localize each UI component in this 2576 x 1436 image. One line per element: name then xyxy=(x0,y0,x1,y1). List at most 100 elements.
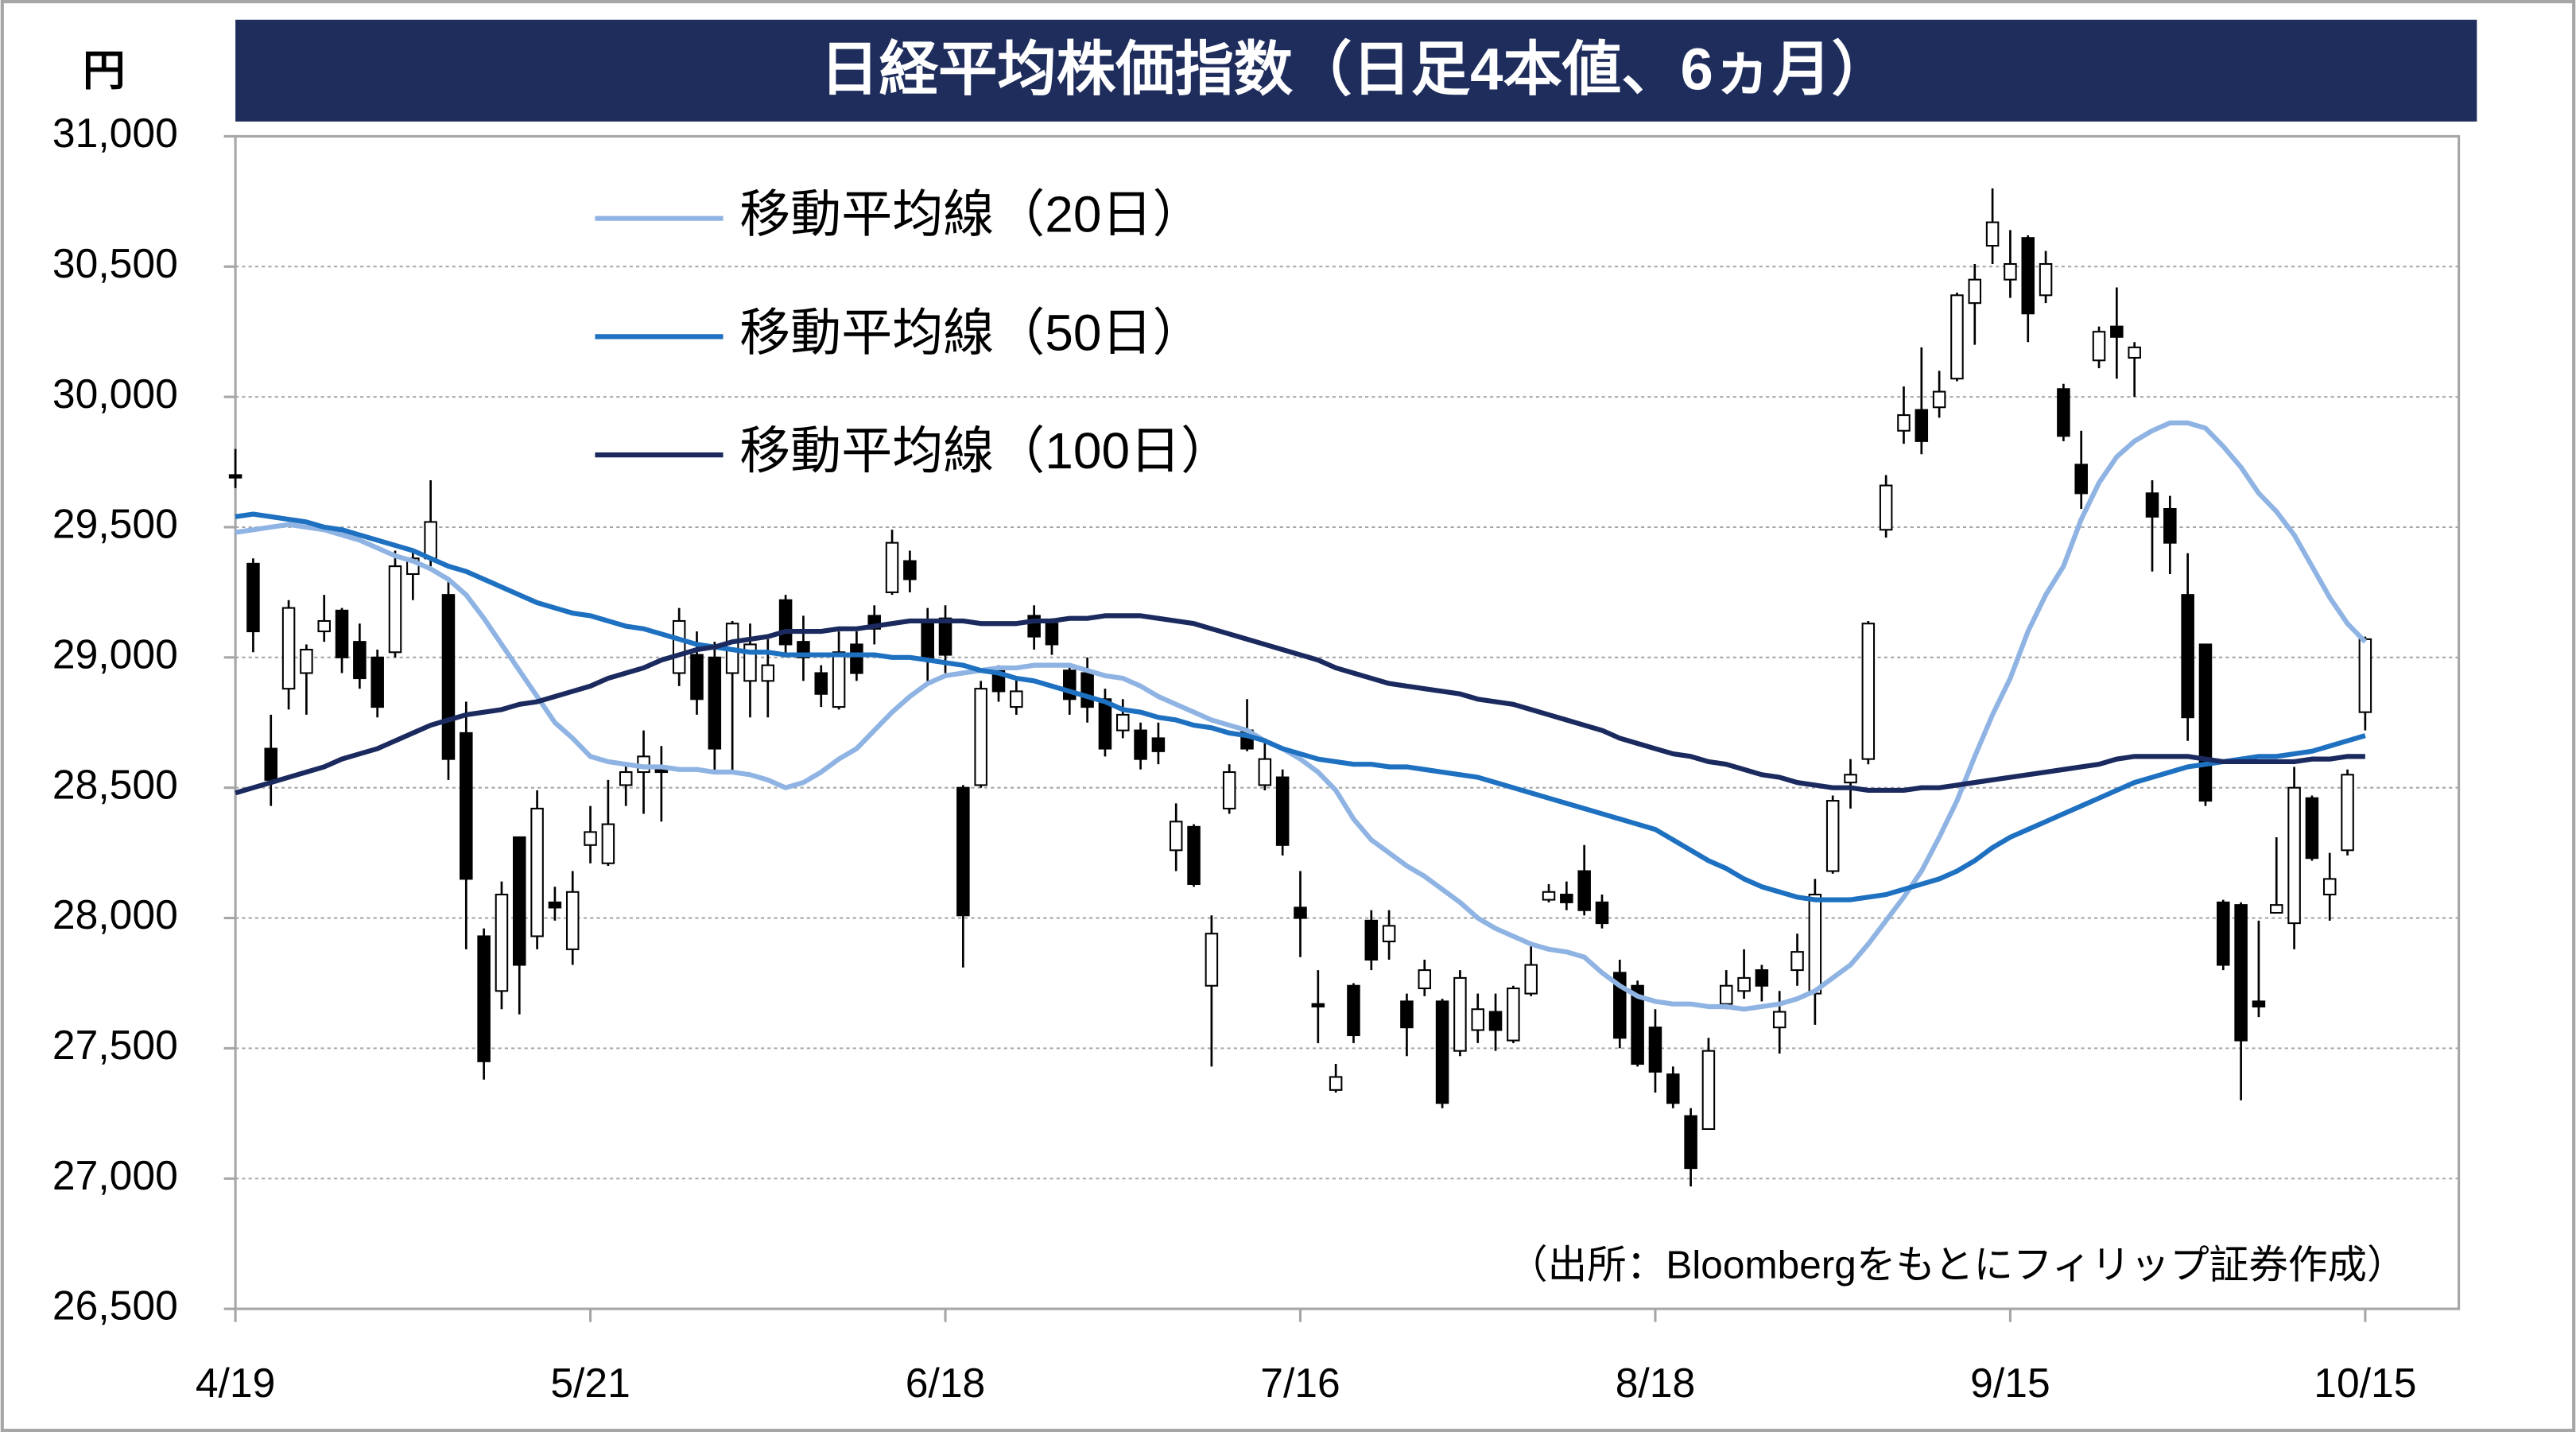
candle-body xyxy=(1844,774,1857,784)
candle-body xyxy=(1275,776,1290,846)
candle-body xyxy=(2092,331,2106,362)
candle-body xyxy=(1879,484,1893,531)
legend-label: 移動平均線（20日） xyxy=(739,186,1203,243)
candle-body xyxy=(370,656,384,708)
candle-body xyxy=(1080,672,1094,708)
moving-average-line xyxy=(235,613,2365,796)
candle-body xyxy=(1631,984,1644,1065)
candle-body xyxy=(2217,901,2230,966)
candle-body xyxy=(2110,325,2124,338)
moving-average-line xyxy=(235,420,2368,1012)
candle-body xyxy=(1595,901,1609,925)
source-note: （出所：Bloombergをもとにフィリップ証券作成） xyxy=(1508,1243,2406,1287)
candle-body xyxy=(1897,414,1911,432)
candle-body xyxy=(1453,976,1467,1052)
candle-body xyxy=(1258,758,1272,786)
candle-body xyxy=(1524,964,1538,995)
candle-body xyxy=(2039,262,2053,297)
candle-body xyxy=(2287,786,2301,925)
candle-body xyxy=(1045,623,1059,646)
candle-body xyxy=(548,901,562,909)
candle-body xyxy=(1471,1008,1484,1031)
candle-body xyxy=(2358,638,2372,713)
candle-body xyxy=(1577,870,1591,911)
y-tick-label: 26,500 xyxy=(52,1283,178,1329)
candle-body xyxy=(1134,729,1147,760)
chart-title: 日経平均株価指数（日足4本値、6ヵ月） xyxy=(820,37,1891,103)
candle-body xyxy=(281,607,296,690)
legend-label: 移動平均線（100日） xyxy=(739,422,1232,479)
x-tick-label: 10/15 xyxy=(2314,1360,2416,1406)
y-tick-label: 28,000 xyxy=(52,891,178,937)
candle-body xyxy=(1825,800,1840,872)
candle-body xyxy=(690,654,704,701)
candle-body xyxy=(1968,278,1982,305)
candle-body xyxy=(903,560,917,580)
candle-body xyxy=(1400,1000,1414,1029)
candle-body xyxy=(1329,1076,1343,1091)
candle-body xyxy=(1507,987,1520,1042)
candle-body xyxy=(938,617,952,656)
legend-label: 移動平均線（50日） xyxy=(739,304,1203,361)
legend: 移動平均線（20日） 移動平均線（50日） 移動平均線（100日） xyxy=(595,186,1232,479)
x-tick-label: 8/18 xyxy=(1616,1360,1695,1406)
candle-body xyxy=(708,656,722,750)
candle-body xyxy=(1719,984,1733,1005)
y-tick-label: 28,500 xyxy=(52,761,178,807)
y-tick-label: 29,500 xyxy=(52,501,178,547)
candle-body xyxy=(513,836,526,966)
candle-body xyxy=(1347,984,1360,1037)
candle-body xyxy=(460,732,473,880)
candle-body xyxy=(228,474,242,479)
y-tick-label: 27,000 xyxy=(52,1152,178,1198)
candle-body xyxy=(2057,388,2070,437)
candle-body xyxy=(761,664,775,682)
candle-body xyxy=(2163,508,2177,544)
x-tick-label: 9/15 xyxy=(1970,1360,2050,1406)
candle-body xyxy=(2181,594,2194,719)
x-tick-label: 7/16 xyxy=(1260,1360,1340,1406)
candle-body xyxy=(495,894,509,992)
candle-body xyxy=(850,643,863,674)
candle-body xyxy=(1205,933,1219,987)
moving-average-line xyxy=(235,511,2366,902)
candle-body xyxy=(565,891,580,950)
candle-body xyxy=(619,770,633,786)
x-tick-label: 5/21 xyxy=(550,1360,630,1406)
candle-body xyxy=(424,521,437,560)
candle-body xyxy=(2341,774,2354,852)
candle-body xyxy=(1222,770,1236,809)
candle-body xyxy=(1755,969,1769,987)
x-tick-label: 4/19 xyxy=(196,1360,275,1406)
candle-body xyxy=(388,565,402,654)
candle-body xyxy=(956,786,970,917)
candle-body xyxy=(2198,643,2213,802)
candle-body xyxy=(1294,906,1307,919)
candle-body xyxy=(246,562,260,633)
candle-body xyxy=(584,831,597,846)
candle-body xyxy=(2234,904,2248,1042)
candle-body xyxy=(2021,237,2035,315)
candle-body xyxy=(601,823,615,864)
candle-body xyxy=(1684,1115,1697,1170)
candle-body xyxy=(2270,904,2283,914)
candle-body xyxy=(1151,737,1166,752)
candle-body xyxy=(353,641,367,680)
candle-body xyxy=(832,651,846,708)
candle-body xyxy=(1169,821,1183,852)
candle-body xyxy=(2252,1000,2266,1007)
marks xyxy=(228,188,2372,1187)
y-tick-label: 31,000 xyxy=(52,110,178,156)
candle-body xyxy=(1932,390,1946,409)
candle-body xyxy=(1737,976,1751,992)
candle-body xyxy=(885,541,899,593)
candle-body xyxy=(1772,1011,1787,1029)
candle-body xyxy=(477,935,491,1062)
candle-body xyxy=(1560,894,1573,903)
candle-body xyxy=(1311,1003,1325,1007)
y-tick-label: 30,000 xyxy=(52,371,178,417)
candle-body xyxy=(974,688,987,786)
candle-body xyxy=(264,747,278,781)
